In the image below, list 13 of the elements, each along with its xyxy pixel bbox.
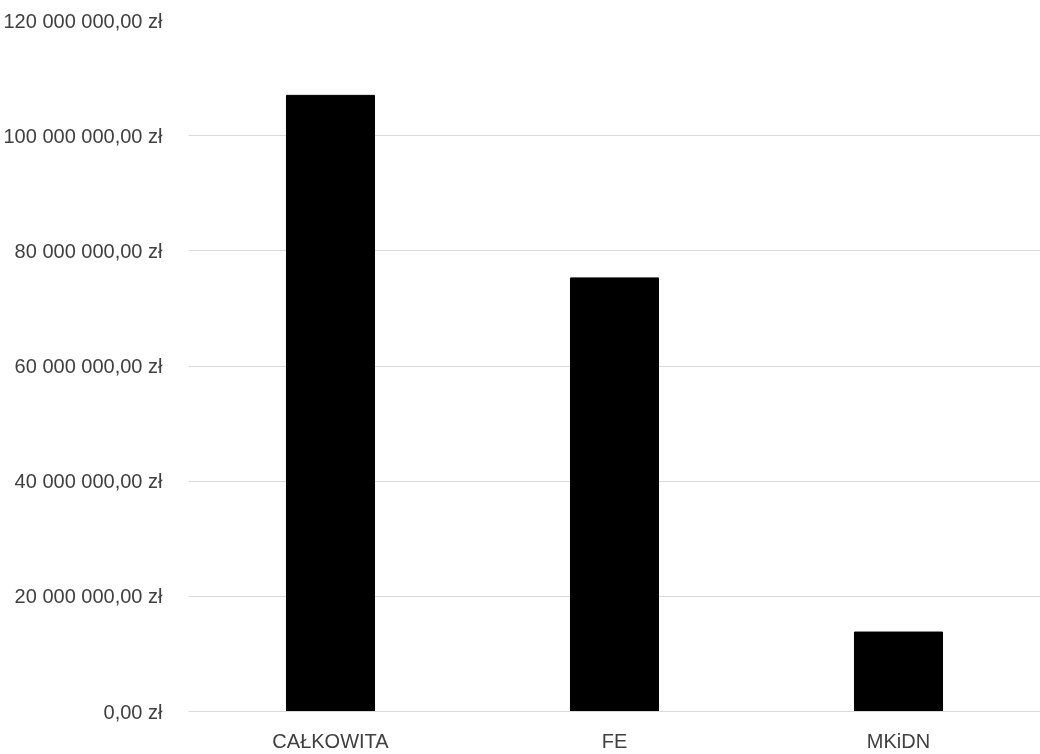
y-tick-label: 100 000 000,00 zł <box>3 124 164 147</box>
x-tick-label: CAŁKOWITA <box>272 729 390 752</box>
y-tick-label: 20 000 000,00 zł <box>14 585 164 608</box>
y-tick-label: 40 000 000,00 zł <box>14 470 164 493</box>
y-tick-label: 80 000 000,00 zł <box>14 239 164 262</box>
bar <box>285 94 376 712</box>
y-tick-label: 0,00 zł <box>103 700 164 723</box>
x-tick-label: MKiDN <box>866 729 931 752</box>
y-tick-label: 120 000 000,00 zł <box>3 9 164 32</box>
y-tick-label: 60 000 000,00 zł <box>14 355 164 377</box>
bar <box>569 277 660 712</box>
bar <box>853 631 944 712</box>
x-tick-label: FE <box>601 729 628 752</box>
